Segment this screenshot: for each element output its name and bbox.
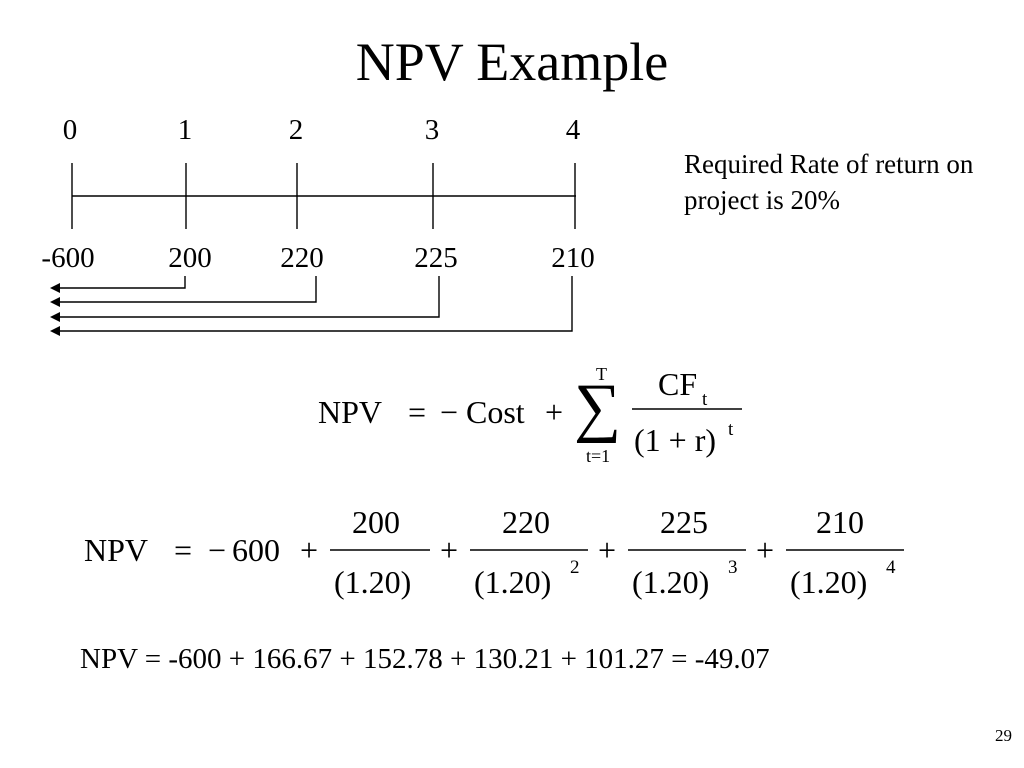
term-3-fraction-bar — [628, 549, 746, 551]
period-label-4: 4 — [565, 114, 581, 146]
page-number: 29 — [995, 726, 1012, 745]
general-formula-lhs: NPV — [318, 394, 383, 430]
term-4-denominator: (1.20) — [790, 564, 868, 600]
general-denominator: (1 + r) — [634, 422, 717, 458]
general-numerator-cf: CF — [658, 366, 698, 402]
cash-flow-0: -600 — [41, 242, 95, 274]
general-numerator-subscript: t — [702, 389, 708, 410]
cash-flow-3: 225 — [414, 242, 458, 274]
numeric-formula-lhs: NPV — [84, 532, 149, 568]
arrowhead-2 — [50, 297, 60, 307]
term-1-denominator: (1.20) — [334, 564, 412, 600]
term-2-fraction-bar — [470, 549, 588, 551]
numeric-formula-plus-2: + — [440, 532, 459, 568]
general-formula-equals: = — [408, 394, 427, 430]
cash-flow-timeline — [50, 163, 576, 336]
slide-title: NPV Example — [355, 32, 669, 92]
period-label-2: 2 — [288, 114, 304, 146]
term-3-denominator: (1.20) — [632, 564, 710, 600]
period-label-3: 3 — [424, 114, 440, 146]
term-2-denominator: (1.20) — [474, 564, 552, 600]
npv-result-line: NPV = -600 + 166.67 + 152.78 + 130.21 + … — [80, 643, 770, 675]
numeric-formula-plus-1: + — [300, 532, 319, 568]
numeric-formula-equals: = — [174, 532, 193, 568]
numeric-formula-plus-4: + — [756, 532, 775, 568]
sum-lower-limit: t=1 — [586, 446, 611, 466]
numeric-formula-plus-3: + — [598, 532, 617, 568]
discount-arrow-2 — [56, 276, 317, 303]
period-label-0: 0 — [62, 114, 78, 146]
term-3-exponent: 3 — [728, 557, 738, 578]
general-formula-minus: − — [440, 394, 459, 430]
term-1-fraction-bar — [330, 549, 430, 551]
general-formula-cost: Cost — [466, 394, 525, 430]
term-1-numerator: 200 — [352, 504, 400, 540]
term-4-numerator: 210 — [816, 504, 864, 540]
term-4-exponent: 4 — [886, 557, 896, 578]
cash-flow-2: 220 — [280, 242, 324, 274]
general-formula-plus: + — [545, 394, 564, 430]
term-3-numerator: 225 — [660, 504, 708, 540]
term-4-fraction-bar — [786, 549, 904, 551]
summation-sigma: ∑ — [574, 371, 622, 444]
term-2-exponent: 2 — [570, 557, 580, 578]
cash-flow-4: 210 — [551, 242, 595, 274]
numeric-formula-cost: 600 — [232, 532, 280, 568]
period-label-1: 1 — [177, 114, 193, 146]
arrowhead-4 — [50, 326, 60, 336]
general-denominator-exponent: t — [728, 419, 734, 440]
discount-arrow-4 — [56, 276, 573, 332]
term-2-numerator: 220 — [502, 504, 550, 540]
numeric-formula-minus: − — [208, 532, 227, 568]
sum-upper-limit: T — [596, 364, 607, 384]
required-rate-note: Required Rate of return on project is 20… — [684, 149, 974, 215]
discount-arrow-3 — [56, 276, 440, 318]
arrowhead-3 — [50, 312, 60, 322]
discount-arrow-1 — [56, 276, 186, 289]
cash-flow-1: 200 — [168, 242, 212, 274]
general-fraction-bar — [632, 408, 742, 410]
arrowhead-1 — [50, 283, 60, 293]
